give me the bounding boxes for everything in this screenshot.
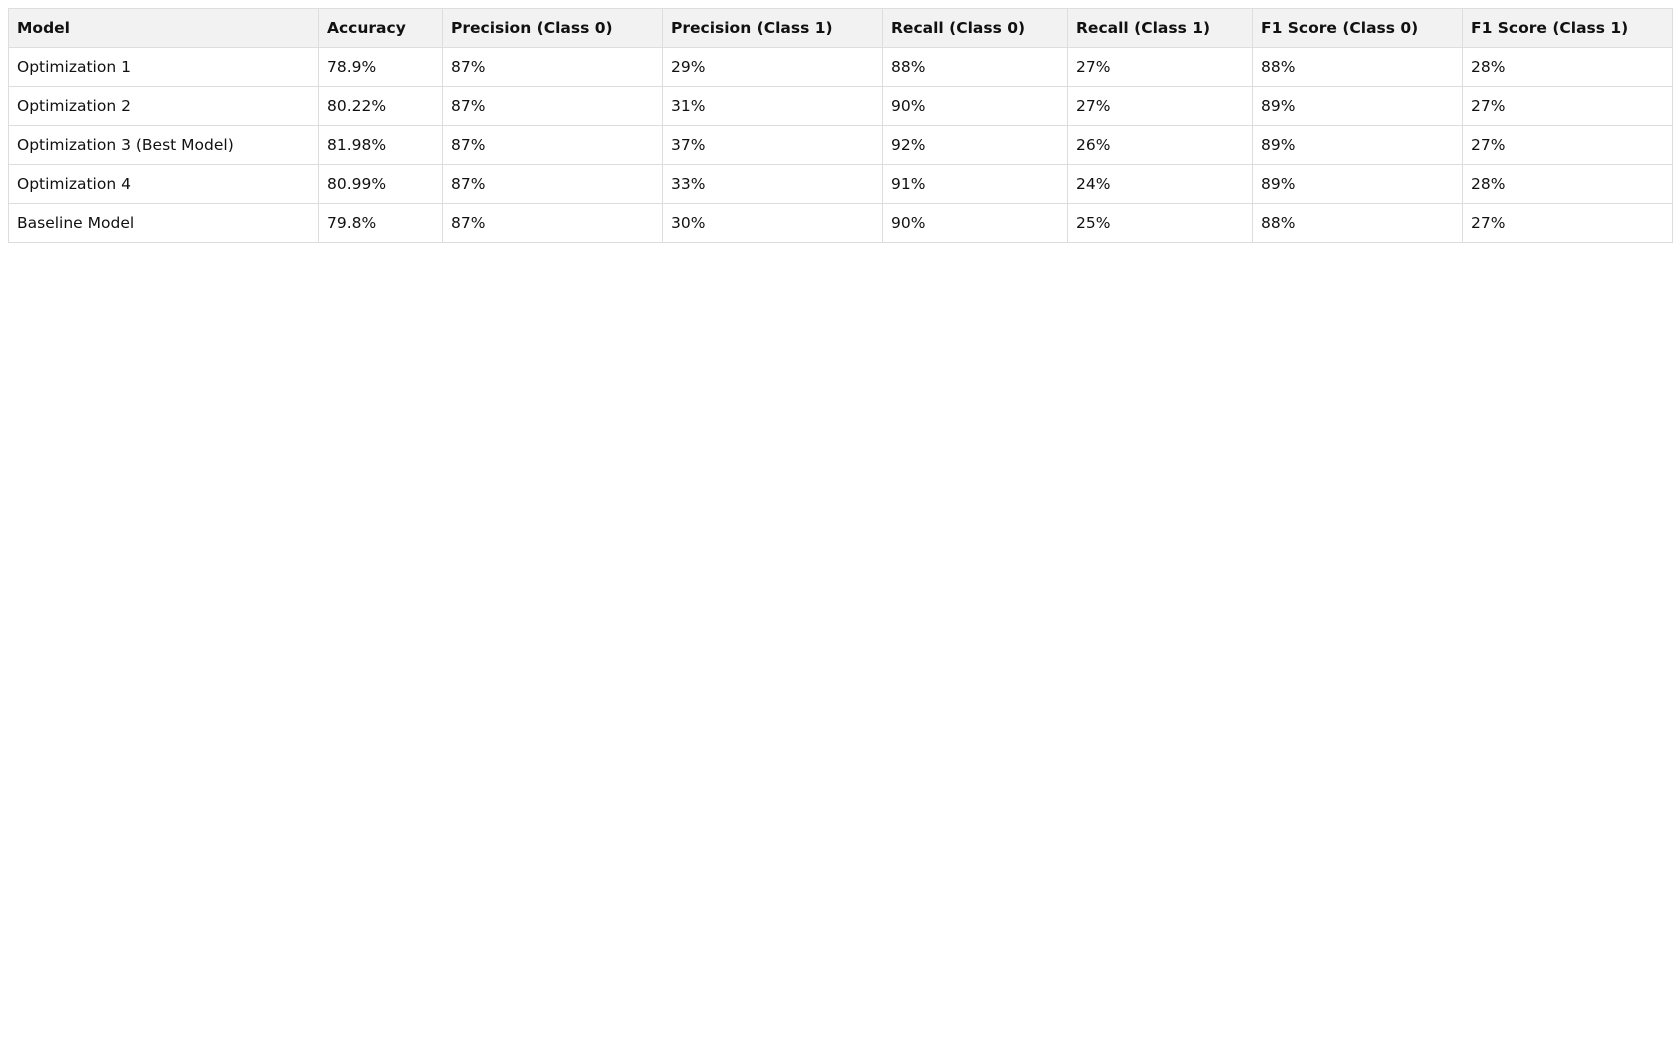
table-row: Optimization 3 (Best Model) 81.98% 87% 3… (8, 125, 1673, 165)
table-row: Optimization 2 80.22% 87% 31% 90% 27% 89… (8, 86, 1673, 126)
header-recall-class-1: Recall (Class 1) (1067, 8, 1253, 48)
cell-precision-class-0: 87% (442, 47, 663, 87)
header-accuracy: Accuracy (318, 8, 443, 48)
cell-f1-class-1: 28% (1462, 164, 1673, 204)
cell-model: Optimization 2 (8, 86, 319, 126)
cell-recall-class-0: 88% (882, 47, 1068, 87)
cell-precision-class-1: 33% (662, 164, 883, 204)
cell-f1-class-1: 27% (1462, 203, 1673, 243)
cell-recall-class-0: 90% (882, 86, 1068, 126)
cell-accuracy: 79.8% (318, 203, 443, 243)
cell-f1-class-1: 27% (1462, 125, 1673, 165)
cell-recall-class-0: 92% (882, 125, 1068, 165)
cell-accuracy: 80.99% (318, 164, 443, 204)
cell-accuracy: 78.9% (318, 47, 443, 87)
cell-recall-class-1: 24% (1067, 164, 1253, 204)
table-row: Optimization 4 80.99% 87% 33% 91% 24% 89… (8, 164, 1673, 204)
cell-recall-class-1: 27% (1067, 86, 1253, 126)
cell-precision-class-0: 87% (442, 86, 663, 126)
table-row: Optimization 1 78.9% 87% 29% 88% 27% 88%… (8, 47, 1673, 87)
cell-precision-class-1: 37% (662, 125, 883, 165)
cell-precision-class-0: 87% (442, 125, 663, 165)
table-row: Baseline Model 79.8% 87% 30% 90% 25% 88%… (8, 203, 1673, 243)
cell-accuracy: 81.98% (318, 125, 443, 165)
header-model: Model (8, 8, 319, 48)
cell-precision-class-1: 31% (662, 86, 883, 126)
header-precision-class-0: Precision (Class 0) (442, 8, 663, 48)
cell-precision-class-1: 30% (662, 203, 883, 243)
cell-recall-class-0: 90% (882, 203, 1068, 243)
cell-recall-class-0: 91% (882, 164, 1068, 204)
cell-model: Baseline Model (8, 203, 319, 243)
cell-f1-class-1: 28% (1462, 47, 1673, 87)
cell-recall-class-1: 25% (1067, 203, 1253, 243)
cell-f1-class-0: 89% (1252, 86, 1463, 126)
cell-f1-class-1: 27% (1462, 86, 1673, 126)
cell-accuracy: 80.22% (318, 86, 443, 126)
cell-f1-class-0: 89% (1252, 164, 1463, 204)
cell-model: Optimization 1 (8, 47, 319, 87)
table-header-row: Model Accuracy Precision (Class 0) Preci… (8, 8, 1673, 48)
model-metrics-table: Model Accuracy Precision (Class 0) Preci… (8, 8, 1673, 243)
cell-precision-class-0: 87% (442, 203, 663, 243)
cell-model: Optimization 4 (8, 164, 319, 204)
header-f1-class-1: F1 Score (Class 1) (1462, 8, 1673, 48)
cell-f1-class-0: 88% (1252, 47, 1463, 87)
cell-f1-class-0: 88% (1252, 203, 1463, 243)
cell-precision-class-0: 87% (442, 164, 663, 204)
cell-f1-class-0: 89% (1252, 125, 1463, 165)
cell-recall-class-1: 27% (1067, 47, 1253, 87)
cell-recall-class-1: 26% (1067, 125, 1253, 165)
header-f1-class-0: F1 Score (Class 0) (1252, 8, 1463, 48)
header-precision-class-1: Precision (Class 1) (662, 8, 883, 48)
results-table-container: Model Accuracy Precision (Class 0) Preci… (8, 8, 1673, 243)
cell-precision-class-1: 29% (662, 47, 883, 87)
header-recall-class-0: Recall (Class 0) (882, 8, 1068, 48)
cell-model: Optimization 3 (Best Model) (8, 125, 319, 165)
